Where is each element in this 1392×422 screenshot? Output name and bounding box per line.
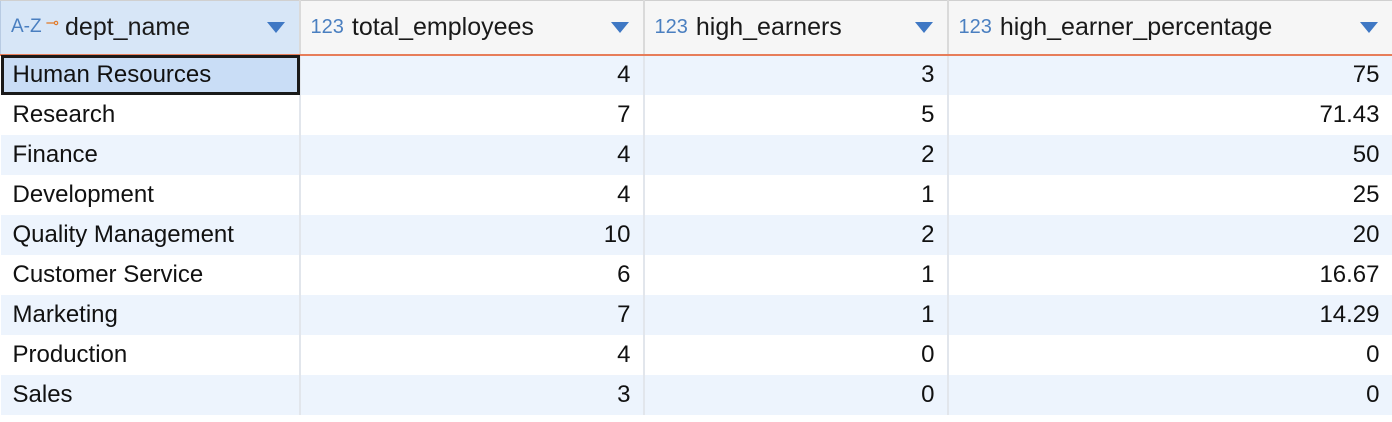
cell-total-employees[interactable]: 3	[299, 374, 645, 415]
cell-high-earner-percentage[interactable]: 0	[947, 334, 1392, 375]
cell-high-earners[interactable]: 3	[643, 54, 949, 95]
numeric-type-icon: 123	[310, 15, 344, 38]
numeric-type-icon: 123	[958, 15, 992, 38]
cell-high-earners[interactable]: 2	[643, 214, 949, 255]
table-row[interactable]: Development 4 1 25	[0, 174, 1392, 215]
column-header-total-employees[interactable]: 123 total_employees	[299, 0, 645, 56]
column-title: total_employees	[351, 12, 534, 41]
sort-desc-icon[interactable]	[1359, 21, 1378, 33]
cell-total-employees[interactable]: 6	[299, 254, 645, 295]
table-row[interactable]: Sales 3 0 0	[0, 374, 1392, 415]
table-row[interactable]: Customer Service 6 1 16.67	[0, 254, 1392, 295]
cell-total-employees[interactable]: 4	[299, 134, 645, 175]
cell-dept-name[interactable]: Production	[0, 334, 301, 375]
cell-high-earner-percentage[interactable]: 14.29	[947, 294, 1392, 335]
header-row: A-Z ⊸ dept_name 123 total_employees	[0, 0, 1392, 56]
cell-high-earners[interactable]: 0	[643, 374, 949, 415]
cell-total-employees[interactable]: 7	[299, 294, 645, 335]
sort-desc-icon[interactable]	[610, 21, 629, 33]
column-title: high_earner_percentage	[999, 12, 1273, 41]
cell-high-earners[interactable]: 0	[643, 334, 949, 375]
cell-total-employees[interactable]: 10	[299, 214, 645, 255]
numeric-type-icon: 123	[654, 15, 688, 38]
cell-dept-name[interactable]: Customer Service	[0, 254, 301, 295]
cell-dept-name[interactable]: Sales	[0, 374, 301, 415]
table-row[interactable]: Research 7 5 71.43	[0, 94, 1392, 135]
cell-high-earners[interactable]: 1	[643, 174, 949, 215]
table-row[interactable]: Marketing 7 1 14.29	[0, 294, 1392, 335]
cell-high-earner-percentage[interactable]: 20	[947, 214, 1392, 255]
cell-high-earner-percentage[interactable]: 71.43	[947, 94, 1392, 135]
column-title: high_earners	[695, 12, 842, 41]
cell-dept-name[interactable]: Human Resources	[0, 54, 301, 95]
cell-dept-name[interactable]: Research	[0, 94, 301, 135]
cell-high-earner-percentage[interactable]: 0	[947, 374, 1392, 415]
sort-desc-icon[interactable]	[914, 21, 933, 33]
cell-high-earner-percentage[interactable]: 25	[947, 174, 1392, 215]
sort-desc-icon[interactable]	[266, 21, 285, 33]
table-row[interactable]: Production 4 0 0	[0, 334, 1392, 375]
cell-high-earner-percentage[interactable]: 50	[947, 134, 1392, 175]
column-header-high-earner-percentage[interactable]: 123 high_earner_percentage	[947, 0, 1392, 56]
column-header-high-earners[interactable]: 123 high_earners	[643, 0, 949, 56]
column-title: dept_name	[65, 12, 191, 41]
cell-high-earners[interactable]: 1	[643, 294, 949, 335]
table-row[interactable]: Finance 4 2 50	[0, 134, 1392, 175]
key-icon: ⊸	[45, 15, 60, 33]
cell-dept-name[interactable]: Development	[0, 174, 301, 215]
cell-high-earners[interactable]: 1	[643, 254, 949, 295]
cell-total-employees[interactable]: 4	[299, 54, 645, 95]
cell-total-employees[interactable]: 4	[299, 334, 645, 375]
grid-body: Human Resources 4 3 75 Research 7 5 71.4…	[0, 54, 1392, 415]
text-type-icon: A-Z	[11, 16, 42, 38]
cell-high-earners[interactable]: 2	[643, 134, 949, 175]
column-header-dept-name[interactable]: A-Z ⊸ dept_name	[0, 0, 301, 56]
cell-high-earner-percentage[interactable]: 16.67	[947, 254, 1392, 295]
cell-high-earner-percentage[interactable]: 75	[947, 54, 1392, 95]
cell-dept-name[interactable]: Finance	[0, 134, 301, 175]
cell-total-employees[interactable]: 7	[299, 94, 645, 135]
cell-dept-name[interactable]: Quality Management	[0, 214, 301, 255]
table-row[interactable]: Human Resources 4 3 75	[0, 54, 1392, 95]
cell-high-earners[interactable]: 5	[643, 94, 949, 135]
table-row[interactable]: Quality Management 10 2 20	[0, 214, 1392, 255]
cell-total-employees[interactable]: 4	[299, 174, 645, 215]
cell-dept-name[interactable]: Marketing	[0, 294, 301, 335]
